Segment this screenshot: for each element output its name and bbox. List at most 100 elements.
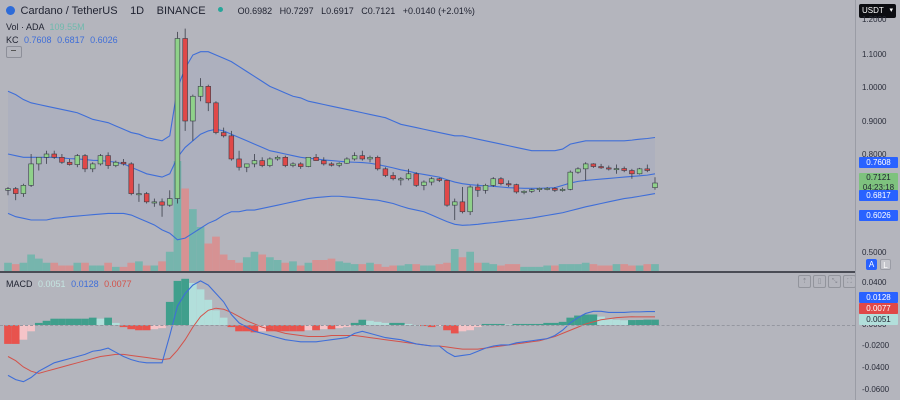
candle[interactable] bbox=[344, 158, 350, 164]
candle[interactable] bbox=[328, 163, 335, 166]
candle[interactable] bbox=[274, 157, 281, 160]
candle[interactable] bbox=[66, 161, 73, 165]
candle[interactable] bbox=[97, 155, 104, 165]
candle[interactable] bbox=[282, 157, 288, 166]
collapse-pane-icon[interactable]: ⤡ bbox=[828, 275, 841, 288]
move-pane-up-icon[interactable]: ⇡ bbox=[798, 275, 811, 288]
candle[interactable] bbox=[120, 161, 127, 165]
candle[interactable] bbox=[375, 157, 381, 170]
candle[interactable] bbox=[290, 163, 296, 166]
candle[interactable] bbox=[336, 162, 342, 166]
candle[interactable] bbox=[182, 38, 188, 122]
candle[interactable] bbox=[529, 189, 535, 192]
price-axis[interactable] bbox=[855, 0, 900, 400]
candle[interactable] bbox=[413, 173, 419, 186]
candle[interactable] bbox=[259, 160, 265, 166]
candle[interactable] bbox=[244, 163, 250, 168]
candle[interactable] bbox=[167, 198, 173, 206]
candle[interactable] bbox=[43, 153, 50, 158]
candle[interactable] bbox=[213, 102, 219, 133]
candle[interactable] bbox=[59, 157, 65, 163]
timeframe[interactable]: 1D bbox=[130, 5, 145, 17]
candle[interactable] bbox=[351, 155, 358, 160]
candle[interactable] bbox=[405, 173, 412, 180]
delete-pane-icon[interactable]: ▯ bbox=[813, 275, 826, 288]
macd-legend[interactable]: MACD 0.0051 0.0128 0.0077 bbox=[6, 279, 132, 289]
candle[interactable] bbox=[644, 168, 650, 171]
candle[interactable] bbox=[251, 160, 258, 165]
candle[interactable] bbox=[598, 166, 604, 169]
currency-selector[interactable]: USDT ▾ bbox=[859, 4, 896, 18]
candle[interactable] bbox=[467, 186, 473, 213]
candle[interactable] bbox=[521, 190, 527, 193]
candle[interactable] bbox=[590, 163, 597, 167]
candle[interactable] bbox=[359, 155, 365, 160]
candle[interactable] bbox=[621, 168, 627, 171]
candle[interactable] bbox=[220, 132, 227, 137]
candle[interactable] bbox=[151, 201, 158, 204]
candle[interactable] bbox=[513, 184, 520, 193]
candle[interactable] bbox=[159, 201, 165, 206]
candle[interactable] bbox=[143, 193, 150, 203]
candle[interactable] bbox=[490, 178, 496, 186]
candle[interactable] bbox=[390, 175, 396, 180]
candle[interactable] bbox=[13, 188, 19, 194]
candle[interactable] bbox=[421, 181, 427, 186]
candle[interactable] bbox=[575, 168, 581, 173]
auto-scale-button[interactable]: A bbox=[866, 259, 877, 270]
candle[interactable] bbox=[367, 157, 373, 160]
candle[interactable] bbox=[536, 188, 543, 190]
candle[interactable] bbox=[51, 153, 57, 158]
candle[interactable] bbox=[20, 185, 27, 194]
candle[interactable] bbox=[544, 188, 550, 190]
candle[interactable] bbox=[197, 86, 204, 97]
candle[interactable] bbox=[190, 95, 196, 122]
candle[interactable] bbox=[652, 182, 658, 188]
candle[interactable] bbox=[482, 185, 489, 191]
plot-area[interactable] bbox=[0, 0, 855, 400]
candle[interactable] bbox=[74, 155, 81, 165]
candle[interactable] bbox=[567, 171, 573, 190]
candle[interactable] bbox=[228, 135, 235, 160]
candle[interactable] bbox=[436, 178, 443, 181]
log-scale-button[interactable]: L bbox=[880, 259, 891, 270]
candle[interactable] bbox=[613, 168, 620, 171]
candle[interactable] bbox=[236, 158, 242, 168]
candle[interactable] bbox=[128, 163, 134, 194]
candle[interactable] bbox=[475, 186, 481, 191]
candle[interactable] bbox=[459, 201, 466, 213]
candle[interactable] bbox=[313, 157, 319, 161]
candle[interactable] bbox=[398, 178, 404, 181]
candle[interactable] bbox=[444, 180, 450, 206]
candle[interactable] bbox=[113, 161, 119, 166]
candle[interactable] bbox=[428, 178, 435, 183]
candle[interactable] bbox=[105, 155, 111, 166]
candle[interactable] bbox=[629, 170, 635, 175]
candle[interactable] bbox=[36, 157, 42, 165]
candle[interactable] bbox=[321, 160, 327, 165]
symbol-title[interactable]: Cardano / TetherUS bbox=[20, 5, 118, 17]
candle[interactable] bbox=[267, 158, 273, 166]
candle[interactable] bbox=[136, 193, 142, 196]
candle[interactable] bbox=[382, 168, 389, 176]
candle[interactable] bbox=[582, 163, 589, 170]
pane-divider[interactable] bbox=[0, 271, 855, 273]
collapse-legend-button[interactable] bbox=[6, 46, 22, 58]
kc-legend[interactable]: KC 0.7608 0.6817 0.6026 bbox=[6, 35, 118, 45]
candle[interactable] bbox=[82, 155, 88, 170]
candle[interactable] bbox=[298, 163, 304, 167]
candle[interactable] bbox=[305, 157, 312, 167]
candle[interactable] bbox=[552, 188, 558, 191]
candle[interactable] bbox=[606, 167, 612, 170]
candle[interactable] bbox=[505, 183, 512, 186]
candle[interactable] bbox=[205, 86, 211, 104]
candle[interactable] bbox=[174, 38, 181, 199]
candle[interactable] bbox=[498, 178, 504, 184]
candle[interactable] bbox=[28, 163, 34, 186]
candle[interactable] bbox=[90, 163, 96, 170]
volume-legend[interactable]: Vol · ADA 109.55M bbox=[6, 22, 85, 32]
candle[interactable] bbox=[636, 168, 643, 175]
candle[interactable] bbox=[5, 188, 11, 191]
candle[interactable] bbox=[559, 189, 566, 191]
